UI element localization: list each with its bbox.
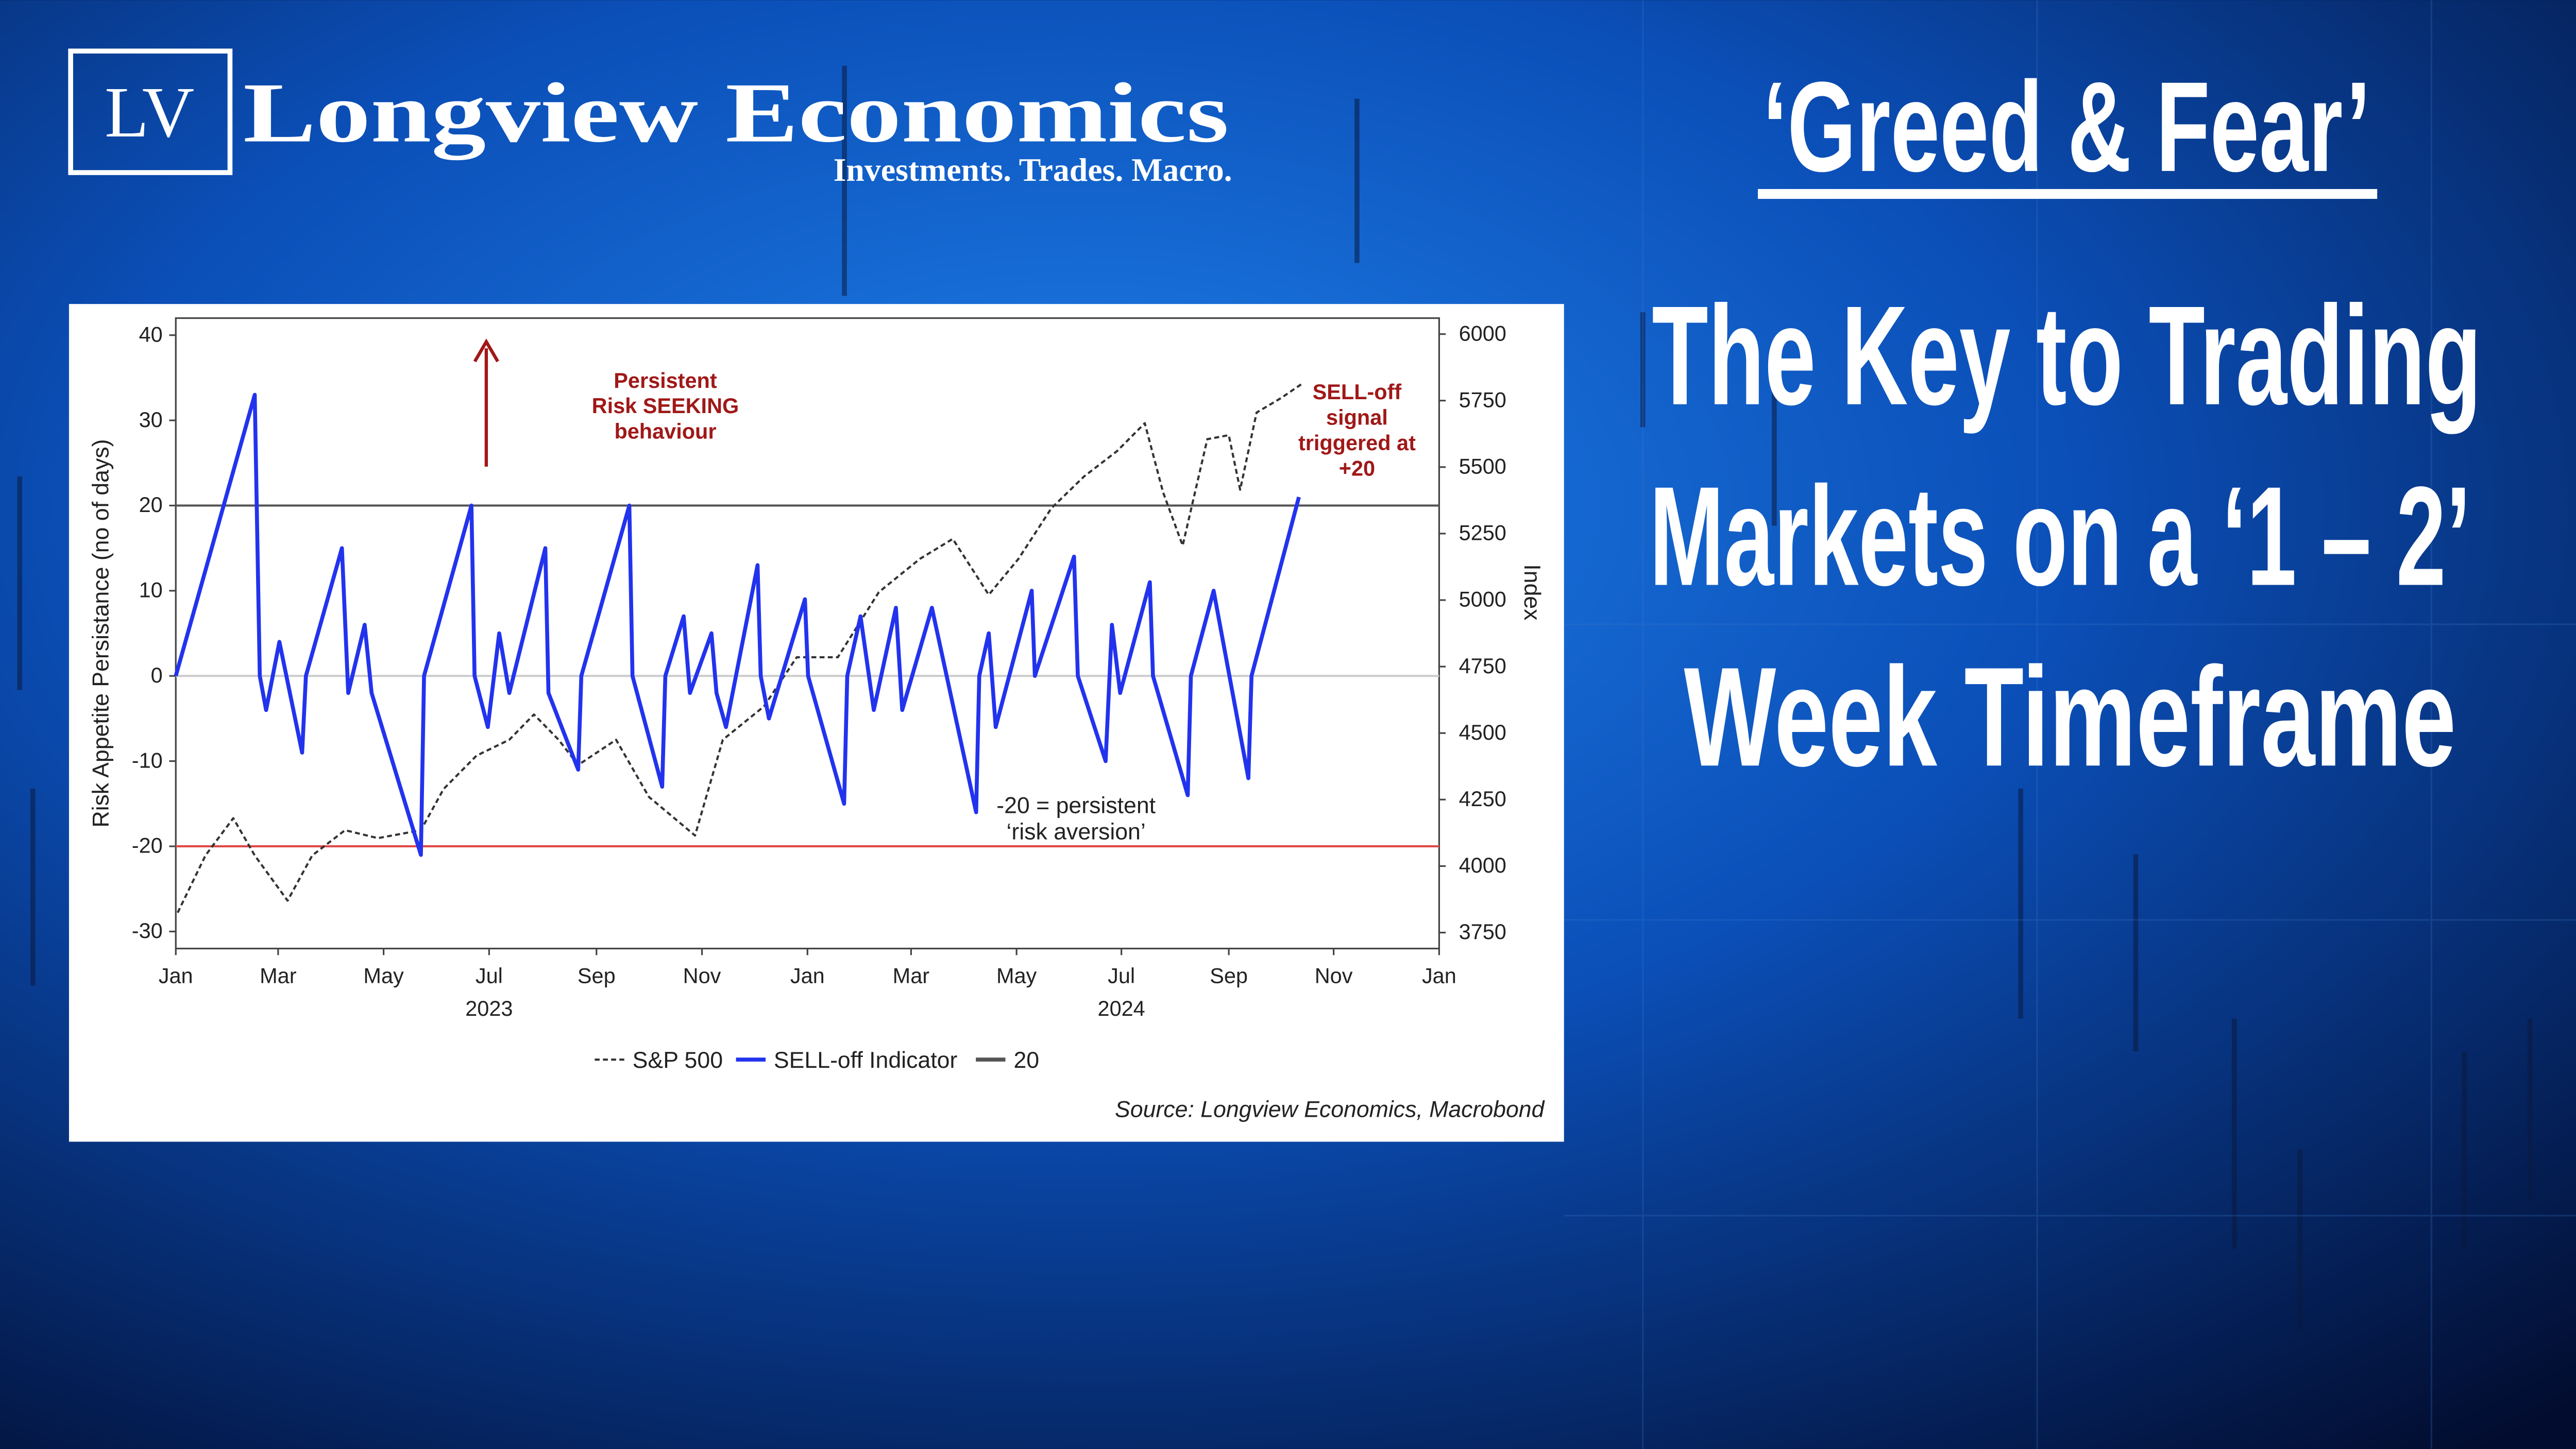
x-tick-label: May — [363, 963, 404, 987]
legend-label: 20 — [1013, 1048, 1039, 1073]
y2-axis-label: Index — [1519, 564, 1545, 620]
annotation: signal — [1326, 405, 1388, 430]
logo-box — [68, 48, 233, 175]
series-line — [174, 393, 1301, 857]
title-underline — [1757, 189, 2378, 199]
x-tick-label: Jan — [790, 963, 825, 987]
annotation: +20 — [1339, 456, 1375, 480]
x-tick-label: Jan — [1422, 963, 1456, 987]
x-year-label: 2024 — [1098, 996, 1145, 1020]
x-tick-label: Mar — [893, 963, 930, 987]
y-tick-label: -30 — [132, 918, 163, 943]
x-tick-label: May — [996, 963, 1037, 987]
annotation: behaviour — [614, 419, 716, 444]
y2-tick-label: 4000 — [1459, 853, 1506, 877]
y-tick-label: 20 — [139, 492, 163, 517]
y-tick-label: 0 — [151, 663, 163, 687]
x-tick-label: Nov — [1315, 963, 1353, 987]
y2-tick-label: 4250 — [1459, 787, 1506, 811]
plot-frame — [175, 317, 1440, 950]
annotation: Persistent — [614, 368, 717, 393]
y-tick-label: -10 — [132, 748, 163, 772]
x-tick-label: Jul — [476, 963, 503, 987]
brand: Longview Economics — [243, 65, 1229, 160]
x-tick-label: Sep — [1210, 963, 1248, 987]
x-tick-label: Nov — [683, 963, 721, 987]
annotation: ‘risk aversion’ — [1006, 820, 1145, 845]
y-tick-label: 10 — [139, 578, 163, 602]
headline-line: Week Timeframe — [1684, 638, 2456, 796]
x-tick-label: Jan — [159, 963, 193, 987]
headline-line: Markets on a ‘1 – 2’ — [1650, 457, 2471, 615]
y2-tick-label: 5000 — [1459, 587, 1506, 611]
y-tick-label: 30 — [139, 407, 163, 432]
background-candles — [17, 65, 2533, 1331]
chart: -30 -20 -10 0 10 20 30 40 3750 4000 4250 4500 4750 50… — [88, 317, 1545, 1122]
series-line — [177, 382, 1303, 913]
y-tick-label: 40 — [139, 322, 163, 346]
title: ‘Greed & Fear’ — [1763, 55, 2371, 198]
headline-line: The Key to Trading — [1652, 277, 2481, 435]
logo-mark: LV — [105, 73, 194, 152]
legend-label: S&P 500 — [633, 1048, 723, 1073]
y2-tick-label: 5250 — [1459, 521, 1506, 545]
y-axis-label: Risk Appetite Persistance (no of days) — [88, 439, 113, 828]
y2-tick-label: 5750 — [1459, 387, 1506, 412]
annotation: Risk SEEKING — [592, 394, 739, 418]
y2-tick-label: 5500 — [1459, 454, 1506, 479]
chart-card — [69, 304, 1564, 1142]
annotation: triggered at — [1298, 431, 1416, 455]
x-tick-label: Sep — [578, 963, 616, 987]
annotation: SELL-off — [1313, 380, 1402, 404]
source: Source: Longview Economics, Macrobond — [1115, 1097, 1545, 1122]
y2-tick-label: 4750 — [1459, 654, 1506, 678]
x-tick-label: Mar — [260, 963, 297, 987]
background-grid — [1564, 0, 2576, 1449]
tagline: Investments. Trades. Macro. — [834, 151, 1232, 188]
x-year-label: 2023 — [465, 996, 513, 1020]
x-tick-label: Jul — [1108, 963, 1135, 987]
y-tick-label: -20 — [132, 833, 163, 858]
y2-tick-label: 3750 — [1459, 919, 1506, 944]
annotation-arrowhead — [473, 338, 499, 363]
annotation: -20 = persistent — [996, 793, 1156, 819]
y2-tick-label: 4500 — [1459, 720, 1506, 744]
legend-label: SELL-off Indicator — [774, 1048, 958, 1073]
y2-tick-label: 6000 — [1459, 321, 1506, 345]
